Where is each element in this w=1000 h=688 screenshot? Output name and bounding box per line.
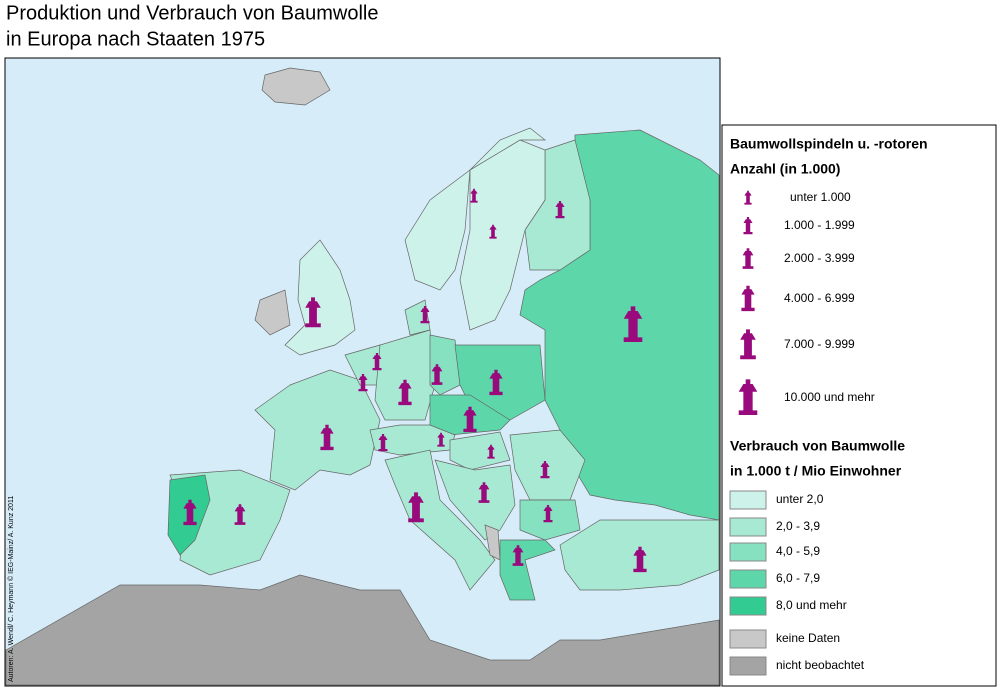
legend-label: 8,0 und mehr bbox=[776, 598, 847, 612]
west-germany bbox=[374, 329, 436, 421]
legend-box bbox=[721, 124, 997, 687]
sweden bbox=[459, 139, 546, 331]
italy bbox=[384, 449, 496, 591]
legend-label: 6,0 - 7,9 bbox=[776, 571, 820, 585]
legend-label: 10.000 und mehr bbox=[784, 390, 875, 404]
legend-swatch bbox=[729, 629, 767, 649]
legend-entries: unter 1.000 1.000 - 1.999 2.000 - 3.999 4.0… bbox=[729, 190, 875, 676]
legend-title: Baumwollspindeln u. -rotoren bbox=[730, 136, 928, 152]
legend-title: Verbrauch von Baumwolle bbox=[730, 438, 905, 454]
uk bbox=[284, 239, 356, 356]
legend-swatch bbox=[729, 569, 767, 589]
title-line: in Europa nach Staaten 1975 bbox=[6, 28, 265, 50]
legend-swatch bbox=[729, 490, 767, 510]
legend-label: 4,0 - 5,9 bbox=[776, 544, 820, 558]
hungary bbox=[449, 431, 511, 471]
legend-label: unter 1.000 bbox=[790, 190, 851, 204]
legend-swatch bbox=[729, 656, 767, 676]
africa bbox=[5, 574, 720, 686]
east-germany bbox=[429, 334, 461, 396]
legend-swatch bbox=[729, 542, 767, 562]
france bbox=[254, 369, 381, 491]
legend-label: 7.000 - 9.999 bbox=[784, 337, 855, 351]
norway bbox=[404, 127, 546, 291]
title-line: Produktion und Verbrauch von Baumwolle bbox=[6, 2, 378, 24]
legend-label: 1.000 - 1.999 bbox=[784, 218, 855, 232]
legend-label: nicht beobachtet bbox=[776, 658, 865, 672]
legend-subtitle: in 1.000 t / Mio Einwohner bbox=[730, 463, 902, 479]
legend-label: 2,0 - 3,9 bbox=[776, 519, 820, 533]
ireland bbox=[254, 289, 291, 336]
legend-label: unter 2,0 bbox=[776, 492, 824, 506]
legend-subtitle: Anzahl (in 1.000) bbox=[730, 161, 840, 177]
iceland bbox=[261, 67, 331, 106]
legend-label: 4.000 - 6.999 bbox=[784, 291, 855, 305]
yugoslavia bbox=[434, 459, 516, 541]
legend-swatch bbox=[729, 596, 767, 616]
legend-swatch bbox=[729, 517, 767, 537]
map bbox=[4, 57, 721, 687]
greece bbox=[499, 539, 556, 601]
credit: Autoren: A. Wendl/ C. Heymann © IEG-Main… bbox=[7, 496, 15, 682]
legend-label: keine Daten bbox=[776, 631, 840, 645]
legend-label: 2.000 - 3.999 bbox=[784, 251, 855, 265]
